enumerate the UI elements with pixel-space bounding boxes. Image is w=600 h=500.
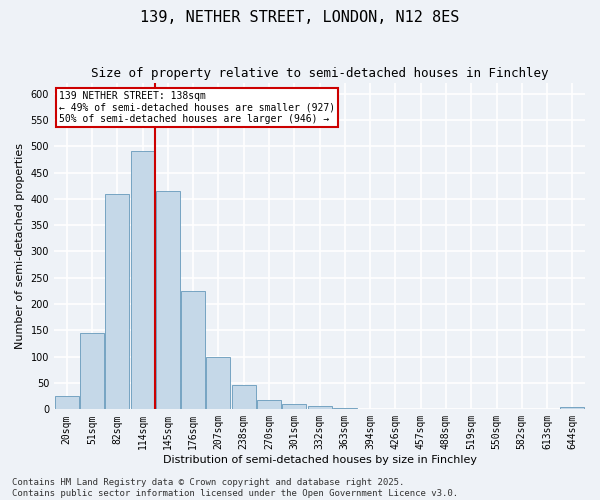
Y-axis label: Number of semi-detached properties: Number of semi-detached properties	[15, 143, 25, 349]
X-axis label: Distribution of semi-detached houses by size in Finchley: Distribution of semi-detached houses by …	[163, 455, 476, 465]
Text: 139 NETHER STREET: 138sqm
← 49% of semi-detached houses are smaller (927)
50% of: 139 NETHER STREET: 138sqm ← 49% of semi-…	[59, 91, 335, 124]
Bar	[105, 194, 129, 410]
Bar	[131, 152, 155, 410]
Bar	[358, 409, 382, 410]
Text: 139, NETHER STREET, LONDON, N12 8ES: 139, NETHER STREET, LONDON, N12 8ES	[140, 10, 460, 25]
Text: Contains HM Land Registry data © Crown copyright and database right 2025.
Contai: Contains HM Land Registry data © Crown c…	[12, 478, 458, 498]
Bar	[282, 404, 306, 409]
Bar	[308, 406, 332, 409]
Bar	[333, 408, 357, 410]
Bar	[232, 384, 256, 409]
Bar	[560, 407, 584, 410]
Bar	[156, 191, 180, 410]
Bar	[383, 409, 407, 410]
Bar	[206, 356, 230, 410]
Title: Size of property relative to semi-detached houses in Finchley: Size of property relative to semi-detach…	[91, 68, 548, 80]
Bar	[181, 291, 205, 410]
Bar	[257, 400, 281, 409]
Bar	[80, 333, 104, 409]
Bar	[55, 396, 79, 409]
